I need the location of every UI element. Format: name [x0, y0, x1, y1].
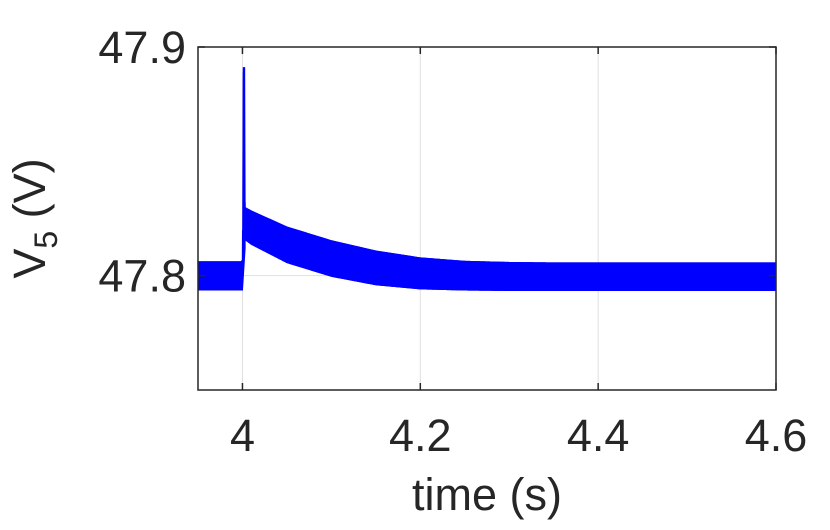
- y-axis-label-main: V: [4, 249, 55, 279]
- x-tick-label: 4.2: [389, 410, 452, 461]
- grid: [198, 46, 777, 390]
- plot-area: [197, 67, 777, 291]
- x-axis-label: time (s): [412, 469, 562, 520]
- series-spike: [241, 67, 246, 291]
- x-tick-label: 4.4: [567, 410, 630, 461]
- x-tick-label: 4: [230, 410, 255, 461]
- x-tick-label: 4.6: [745, 410, 808, 461]
- y-ticks: 47.8 47.9: [98, 22, 776, 302]
- y-tick-label: 47.9: [98, 22, 186, 73]
- y-axis-label-subscript: 5: [28, 231, 64, 249]
- series-line: [197, 72, 777, 291]
- y-axis-label-suffix: (V): [4, 158, 55, 231]
- y-tick-label: 47.8: [98, 251, 186, 302]
- y-axis-label: V5 (V): [4, 158, 64, 278]
- x-ticks: 4 4.2 4.4 4.6: [230, 47, 807, 461]
- axes-box: [197, 46, 777, 391]
